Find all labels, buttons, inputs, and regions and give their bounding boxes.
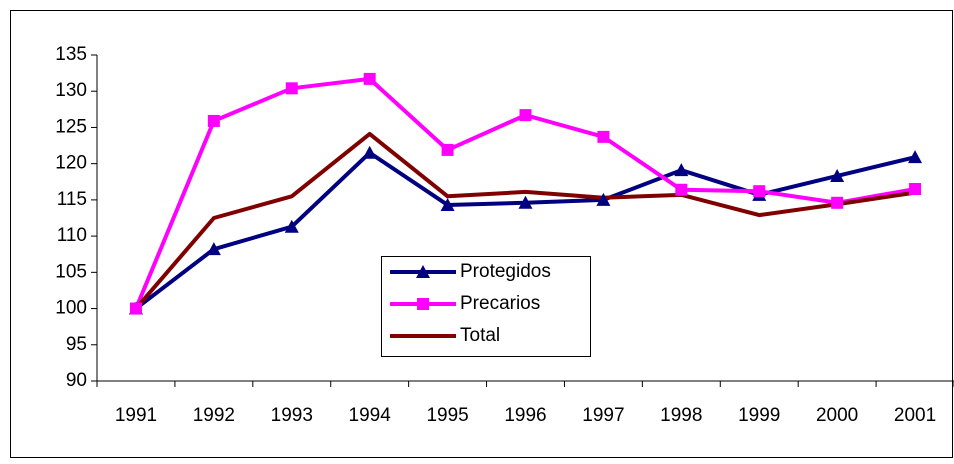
- marker: [908, 150, 923, 164]
- marker: [440, 197, 455, 211]
- marker: [675, 183, 688, 196]
- y-tick-label: 120: [55, 153, 87, 174]
- marker: [830, 168, 845, 182]
- marker: [284, 219, 299, 233]
- marker: [518, 195, 533, 209]
- x-tick-label: 1996: [504, 405, 546, 426]
- marker: [831, 196, 844, 209]
- x-tick-label: 1999: [738, 405, 780, 426]
- y-tick-label: 110: [57, 225, 87, 246]
- y-tick-label: 130: [55, 80, 87, 101]
- y-tick-label: 95: [66, 334, 87, 355]
- marker: [674, 163, 689, 177]
- x-tick-label: 1992: [193, 405, 235, 426]
- marker: [362, 145, 377, 159]
- marker: [416, 265, 430, 278]
- marker: [129, 302, 142, 315]
- marker: [285, 82, 298, 95]
- marker: [753, 185, 766, 198]
- marker: [597, 130, 610, 143]
- y-tick-label: 135: [55, 44, 87, 65]
- marker: [417, 298, 429, 310]
- x-tick-label: 1998: [660, 405, 702, 426]
- y-tick-label: 105: [55, 261, 87, 282]
- x-tick-label: 1991: [115, 405, 157, 426]
- x-tick-label: 1993: [271, 405, 313, 426]
- x-tick-label: 2001: [894, 405, 936, 426]
- y-tick-label: 125: [55, 116, 87, 137]
- x-tick-label: 1997: [582, 405, 624, 426]
- chart-frame: [10, 10, 953, 458]
- marker: [206, 242, 221, 256]
- marker: [909, 183, 922, 196]
- marker: [441, 143, 454, 156]
- marker: [519, 109, 532, 122]
- y-tick-label: 100: [55, 298, 87, 319]
- marker: [596, 192, 611, 206]
- x-tick-label: 2000: [816, 405, 858, 426]
- legend-label: Protegidos: [460, 261, 551, 282]
- marker: [207, 114, 220, 127]
- y-tick-label: 90: [66, 370, 87, 391]
- series-line: [134, 131, 916, 310]
- x-tick-label: 1994: [349, 405, 392, 426]
- legend-label: Total: [460, 325, 500, 346]
- x-tick-label: 1995: [426, 405, 468, 426]
- legend-label: Precarios: [460, 293, 540, 314]
- marker: [363, 72, 376, 85]
- y-tick-label: 115: [57, 189, 87, 210]
